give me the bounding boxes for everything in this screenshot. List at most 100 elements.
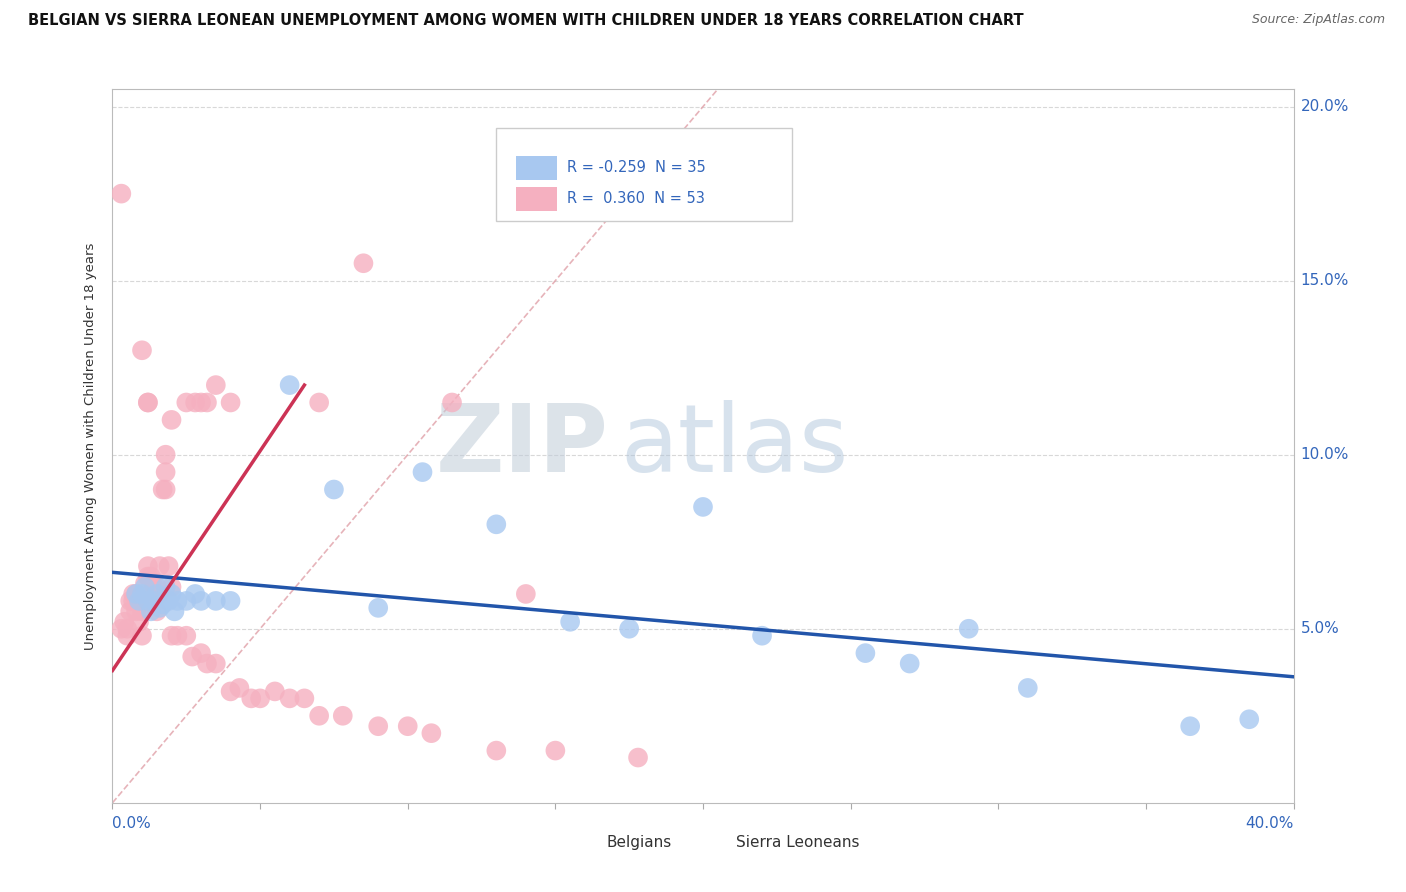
Point	[128, 615, 150, 629]
Point	[627, 750, 650, 764]
Point	[152, 483, 174, 497]
Point	[855, 646, 877, 660]
Point	[558, 615, 582, 629]
Point	[155, 465, 177, 479]
Point	[155, 448, 177, 462]
Point	[142, 594, 165, 608]
Point	[957, 622, 980, 636]
Point	[160, 587, 183, 601]
Point	[190, 646, 212, 660]
Text: Sierra Leoneans: Sierra Leoneans	[737, 835, 859, 850]
Point	[149, 559, 172, 574]
Point	[149, 587, 172, 601]
Point	[128, 594, 150, 608]
Point	[160, 580, 183, 594]
Point	[166, 594, 188, 608]
Point	[1239, 712, 1261, 726]
Point	[249, 691, 271, 706]
Point	[163, 604, 186, 618]
Point	[120, 604, 142, 618]
Point	[367, 719, 389, 733]
FancyBboxPatch shape	[496, 128, 792, 221]
Point	[323, 483, 346, 497]
Point	[228, 681, 250, 695]
Point	[120, 594, 142, 608]
Text: 10.0%: 10.0%	[1301, 447, 1348, 462]
Text: R =  0.360  N = 53: R = 0.360 N = 53	[567, 191, 704, 206]
Point	[117, 622, 138, 636]
Text: 5.0%: 5.0%	[1301, 621, 1340, 636]
Point	[174, 629, 197, 643]
Point	[195, 657, 218, 671]
Point	[136, 395, 159, 409]
FancyBboxPatch shape	[516, 186, 557, 211]
Text: 40.0%: 40.0%	[1246, 816, 1294, 831]
Point	[485, 743, 508, 757]
Point	[157, 559, 180, 574]
Point	[166, 629, 188, 643]
Point	[136, 395, 159, 409]
Point	[219, 594, 242, 608]
Point	[219, 395, 242, 409]
Text: 0.0%: 0.0%	[112, 816, 152, 831]
Point	[308, 708, 330, 723]
Point	[146, 604, 169, 618]
Point	[184, 395, 207, 409]
Y-axis label: Unemployment Among Women with Children Under 18 years: Unemployment Among Women with Children U…	[83, 243, 97, 649]
Point	[131, 587, 153, 601]
Point	[292, 691, 315, 706]
Point	[1017, 681, 1039, 695]
Point	[134, 594, 156, 608]
Point	[142, 580, 165, 594]
Point	[155, 580, 177, 594]
FancyBboxPatch shape	[516, 156, 557, 180]
Point	[117, 629, 138, 643]
Point	[219, 684, 242, 698]
Point	[544, 743, 567, 757]
Point	[136, 559, 159, 574]
Point	[139, 594, 162, 608]
Text: BELGIAN VS SIERRA LEONEAN UNEMPLOYMENT AMONG WOMEN WITH CHILDREN UNDER 18 YEARS : BELGIAN VS SIERRA LEONEAN UNEMPLOYMENT A…	[28, 13, 1024, 29]
FancyBboxPatch shape	[693, 830, 734, 855]
Point	[190, 594, 212, 608]
Text: 20.0%: 20.0%	[1301, 99, 1348, 114]
Point	[125, 587, 148, 601]
FancyBboxPatch shape	[564, 830, 603, 855]
Point	[110, 622, 132, 636]
Point	[160, 413, 183, 427]
Point	[139, 604, 162, 618]
Point	[264, 684, 287, 698]
Point	[352, 256, 374, 270]
Point	[184, 587, 207, 601]
Point	[146, 587, 169, 601]
Point	[898, 657, 921, 671]
Point	[134, 576, 156, 591]
Point	[125, 587, 148, 601]
Point	[152, 598, 174, 612]
Point	[112, 615, 135, 629]
Point	[420, 726, 443, 740]
Point	[131, 343, 153, 358]
Point	[205, 594, 228, 608]
Point	[515, 587, 537, 601]
Point	[155, 483, 177, 497]
Point	[751, 629, 773, 643]
Point	[149, 600, 172, 615]
Point	[131, 594, 153, 608]
Point	[128, 594, 150, 608]
Point	[1178, 719, 1201, 733]
Point	[174, 395, 197, 409]
Point	[485, 517, 508, 532]
Text: Source: ZipAtlas.com: Source: ZipAtlas.com	[1251, 13, 1385, 27]
Point	[411, 465, 433, 479]
Point	[240, 691, 263, 706]
Point	[136, 569, 159, 583]
Text: ZIP: ZIP	[436, 400, 609, 492]
Point	[125, 604, 148, 618]
Point	[278, 691, 301, 706]
Point	[190, 395, 212, 409]
Point	[195, 395, 218, 409]
Point	[396, 719, 419, 733]
Text: R = -0.259  N = 35: R = -0.259 N = 35	[567, 161, 706, 176]
Point	[142, 594, 165, 608]
